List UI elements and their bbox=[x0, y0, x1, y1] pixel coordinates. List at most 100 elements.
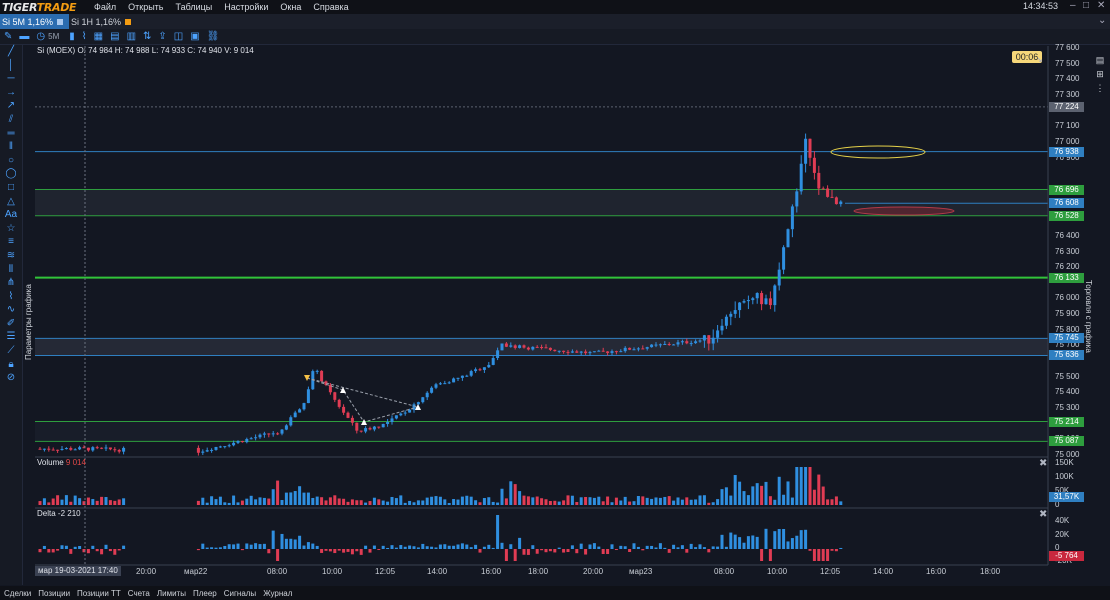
menu-help[interactable]: Справка bbox=[313, 2, 349, 12]
indicators-icon[interactable]: ⌇ bbox=[81, 31, 87, 42]
menu-dots-icon[interactable]: ⋮ bbox=[1095, 83, 1105, 93]
cluster-icon[interactable]: ▦ bbox=[93, 31, 104, 42]
folder-icon[interactable]: ▬ bbox=[19, 31, 30, 42]
delta-bar bbox=[711, 546, 715, 549]
volume-bar bbox=[689, 499, 693, 505]
ellipse-icon[interactable]: ◯ bbox=[5, 168, 17, 180]
layers-icon[interactable]: ◫ bbox=[173, 31, 184, 42]
wave-icon[interactable]: ∿ bbox=[6, 304, 16, 316]
horizontal-line-icon[interactable]: ─ bbox=[7, 73, 15, 85]
list-icon[interactable]: ☰ bbox=[6, 331, 16, 343]
bottom-tab-positions-tt[interactable]: Позиции TT bbox=[77, 588, 121, 598]
share-icon[interactable]: ⇪ bbox=[158, 31, 167, 42]
bottom-tab-accounts[interactable]: Счета bbox=[127, 588, 150, 598]
price-level-tag[interactable]: 76 528 bbox=[1049, 210, 1084, 221]
trade-icon[interactable]: ⊞ bbox=[1096, 69, 1104, 79]
text-tool-icon[interactable]: Aa bbox=[4, 209, 18, 221]
zigzag-icon[interactable]: ⌇ bbox=[8, 290, 14, 302]
delta-bar bbox=[456, 544, 460, 549]
volume-bar bbox=[311, 497, 315, 505]
rectangle-icon[interactable]: □ bbox=[7, 181, 15, 193]
menu-file[interactable]: Файл bbox=[94, 2, 117, 12]
link-icon[interactable]: ⛓ bbox=[206, 31, 220, 42]
delta-bar bbox=[438, 544, 442, 549]
fibonacci-icon[interactable]: ≡ bbox=[8, 236, 14, 248]
price-tick: 76 200 bbox=[1055, 262, 1080, 272]
bottom-tab-player[interactable]: Плеер bbox=[192, 588, 217, 598]
price-level-tag[interactable]: 76 133 bbox=[1049, 272, 1084, 283]
volume-bar bbox=[795, 467, 799, 505]
vertical-line-icon[interactable]: │ bbox=[7, 59, 15, 71]
close-window-icon[interactable]: ✕ bbox=[1097, 0, 1106, 11]
bottom-tab-limits[interactable]: Лимиты bbox=[156, 588, 186, 598]
triangle-icon[interactable]: △ bbox=[7, 195, 15, 207]
menu-open[interactable]: Открыть bbox=[128, 2, 164, 12]
candle-body bbox=[69, 448, 73, 450]
volume-bar bbox=[733, 475, 737, 505]
menu-settings[interactable]: Настройки bbox=[224, 2, 269, 12]
bottom-tab-trades[interactable]: Сделки bbox=[4, 588, 32, 598]
menu-tables[interactable]: Таблицы bbox=[175, 2, 213, 12]
ruler-icon[interactable]: ⟋ bbox=[7, 345, 15, 357]
lock-icon[interactable]: 🔒︎ bbox=[8, 358, 14, 370]
close-delta-pane-icon[interactable]: ✖ bbox=[1039, 509, 1048, 520]
ray-icon[interactable]: → bbox=[6, 86, 16, 98]
candle-body bbox=[566, 351, 570, 353]
menu-windows[interactable]: Окна bbox=[280, 2, 302, 12]
price-level-tag[interactable]: 75 087 bbox=[1049, 436, 1084, 447]
pitchfork-icon[interactable]: ⋔ bbox=[6, 277, 16, 289]
candle-body bbox=[337, 399, 341, 407]
price-level-tag[interactable]: 77 224 bbox=[1049, 101, 1084, 112]
volume-bar bbox=[100, 496, 104, 505]
wrench-icon[interactable]: ✎ bbox=[4, 31, 13, 42]
brush-icon[interactable]: ✐ bbox=[6, 317, 16, 329]
candle-body bbox=[60, 448, 64, 451]
bottom-tab-journal[interactable]: Журнал bbox=[263, 588, 293, 598]
arrow-icon[interactable]: ↗ bbox=[6, 100, 16, 112]
tab-si-5m[interactable]: Si 5M 1,16% bbox=[0, 14, 70, 29]
timeframe-select[interactable]: 5M bbox=[48, 32, 60, 41]
line-tool-icon[interactable]: ╱ bbox=[7, 46, 15, 57]
parallel-lines-icon[interactable]: ═ bbox=[7, 127, 15, 139]
candle-body bbox=[592, 351, 596, 353]
grid-icon[interactable]: ▥ bbox=[126, 31, 137, 42]
dom-icon[interactable]: ▤ bbox=[1095, 55, 1105, 65]
chart-type-icon[interactable]: ▮ bbox=[69, 31, 75, 42]
candle-body bbox=[641, 348, 645, 350]
timeframe-clock-icon[interactable]: ◷ bbox=[36, 31, 46, 42]
close-volume-pane-icon[interactable]: ✖ bbox=[1039, 458, 1048, 469]
volume-bar bbox=[548, 500, 552, 505]
star-icon[interactable]: ☆ bbox=[6, 222, 16, 234]
price-level-tag[interactable]: 76 938 bbox=[1049, 146, 1084, 157]
bottom-tab-positions[interactable]: Позиции bbox=[38, 588, 71, 598]
channel-icon[interactable]: ⫽ bbox=[8, 113, 14, 125]
tab-menu-icon[interactable]: ⌄ bbox=[1098, 15, 1107, 26]
hide-icon[interactable]: ⊘ bbox=[6, 372, 16, 384]
price-level-tag[interactable]: 75 636 bbox=[1049, 350, 1084, 361]
price-tick: 77 000 bbox=[1055, 136, 1080, 146]
volume-bar bbox=[337, 498, 341, 505]
screenshot-icon[interactable]: ▣ bbox=[190, 31, 200, 42]
price-level-tag[interactable]: 76 608 bbox=[1049, 198, 1084, 209]
fib-fan-icon[interactable]: ≋ bbox=[6, 249, 16, 261]
volume-bar bbox=[469, 496, 473, 505]
price-level-tag[interactable]: 75 214 bbox=[1049, 416, 1084, 427]
circle-icon[interactable]: ○ bbox=[7, 154, 15, 166]
bottom-tab-signals[interactable]: Сигналы bbox=[223, 588, 257, 598]
candle-body bbox=[487, 364, 491, 368]
price-level-tag[interactable]: 75 745 bbox=[1049, 333, 1084, 344]
volume-bar bbox=[645, 497, 649, 505]
minimize-icon[interactable]: – bbox=[1070, 0, 1076, 11]
price-level-tag[interactable]: 76 696 bbox=[1049, 184, 1084, 195]
volume-bar bbox=[720, 489, 724, 505]
vertical-channel-icon[interactable]: ‖ bbox=[8, 141, 14, 153]
tab-si-1h[interactable]: Si 1H 1,16% bbox=[69, 14, 137, 29]
candle-body bbox=[289, 417, 293, 426]
scale-icon[interactable]: ⇅ bbox=[143, 31, 152, 42]
candle-body bbox=[430, 387, 434, 393]
fib-time-icon[interactable]: ⦀ bbox=[8, 263, 14, 275]
template-icon[interactable]: ▤ bbox=[110, 31, 120, 42]
maximize-icon[interactable]: □ bbox=[1083, 0, 1090, 11]
candle-body bbox=[553, 349, 557, 352]
